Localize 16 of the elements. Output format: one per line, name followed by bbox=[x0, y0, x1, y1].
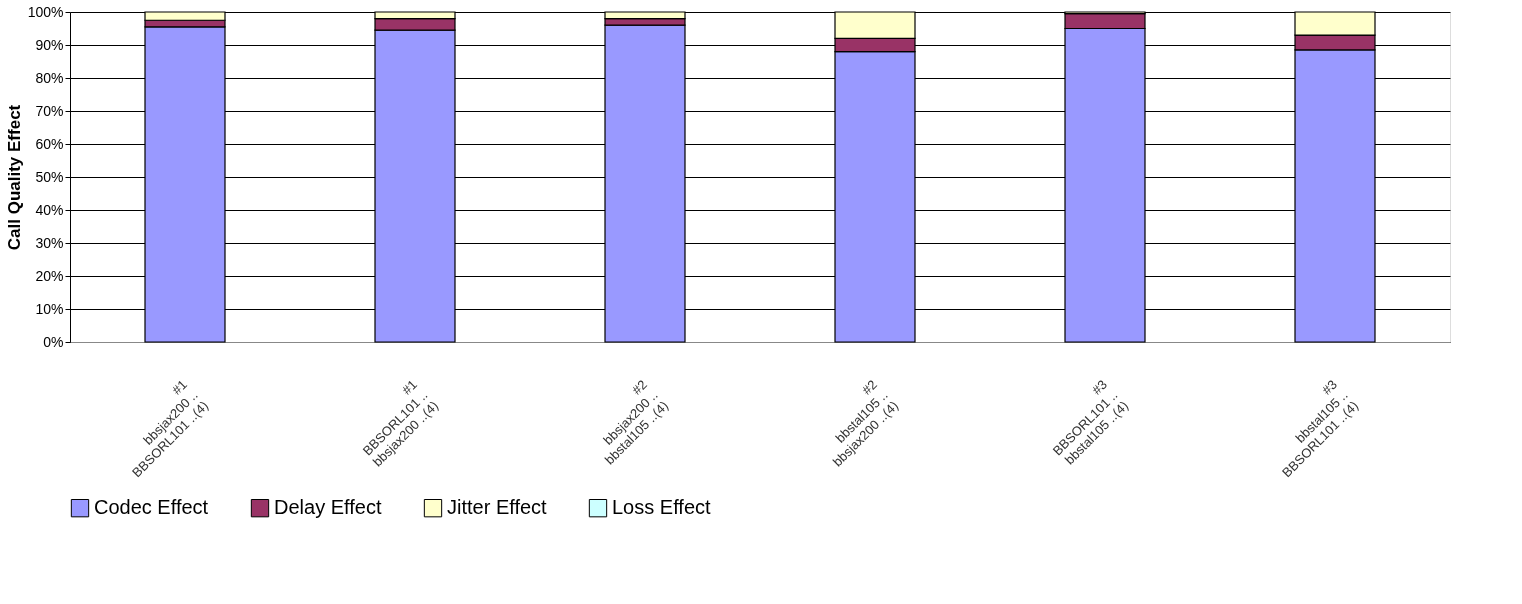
y-tick-label: 70% bbox=[35, 102, 64, 119]
y-tick-label: 30% bbox=[35, 234, 64, 251]
y-tick-label: 60% bbox=[35, 135, 64, 152]
legend-label: Codec Effect bbox=[94, 496, 209, 519]
y-tick-label: 0% bbox=[43, 333, 64, 350]
y-axis-title: Call Quality Effect bbox=[4, 104, 24, 251]
legend-label: Loss Effect bbox=[612, 496, 712, 519]
y-tick-label: 90% bbox=[35, 36, 64, 53]
y-tick-label: 40% bbox=[35, 201, 64, 218]
legend-label: Delay Effect bbox=[274, 496, 382, 519]
y-tick-label: 50% bbox=[35, 168, 64, 185]
y-tick-label: 20% bbox=[35, 267, 64, 284]
y-tick-label: 10% bbox=[35, 300, 64, 317]
y-tick-label: 100% bbox=[27, 3, 64, 20]
legend-label: Jitter Effect bbox=[447, 496, 548, 519]
y-tick-label: 80% bbox=[35, 69, 64, 86]
